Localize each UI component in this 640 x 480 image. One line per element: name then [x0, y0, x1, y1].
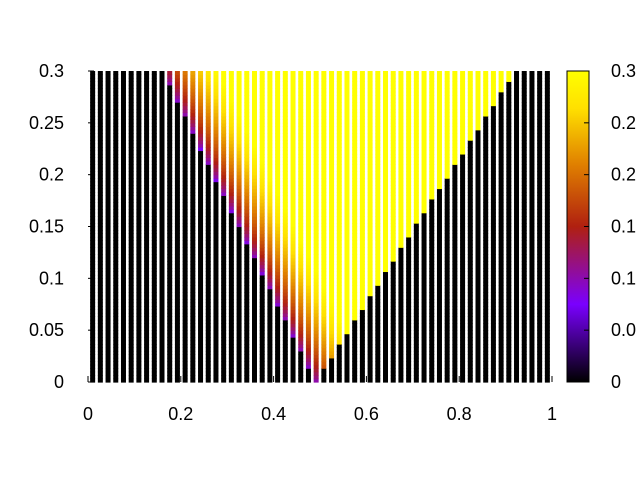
- heatmap-stripe: [490, 71, 496, 383]
- heatmap-stripe: [467, 71, 473, 383]
- heatmap-stripe: [452, 71, 458, 383]
- heatmap-stripe: [128, 71, 134, 383]
- heatmap-stripe: [313, 71, 319, 383]
- heatmap-stripe: [228, 71, 234, 383]
- x-tick-label: 0.6: [354, 404, 379, 424]
- y-tick-label: 0.3: [39, 61, 64, 81]
- heatmap-stripe: [244, 71, 250, 383]
- heatmap-stripe: [167, 71, 173, 383]
- heatmap-stripe: [521, 71, 527, 383]
- heatmap-stripe: [213, 71, 219, 383]
- x-tick-label: 0: [83, 404, 93, 424]
- heatmap-stripe: [329, 71, 335, 383]
- heatmap-stripe: [120, 71, 126, 383]
- x-tick-label: 0.2: [168, 404, 193, 424]
- colorbar: 0 0.0 0.1 0.1 0.2 0.2 0.3: [566, 61, 636, 392]
- heatmap-stripe: [105, 71, 111, 383]
- heatmap-stripe: [460, 71, 466, 383]
- heatmap-stripe: [413, 71, 419, 383]
- heatmap-stripe: [544, 71, 550, 383]
- heatmap-stripe: [113, 71, 119, 383]
- heatmap-stripe: [421, 71, 427, 383]
- heatmap-stripe: [529, 71, 535, 383]
- heatmap-stripe: [298, 71, 304, 383]
- heatmap-stripe: [336, 71, 342, 383]
- heatmap-stripe: [251, 71, 257, 383]
- heatmap-stripe: [375, 71, 381, 383]
- heatmap-stripe: [367, 71, 373, 383]
- heatmap-stripe: [174, 71, 180, 383]
- colorbar-tick-label: 0: [611, 372, 621, 392]
- heatmap-stripe: [475, 71, 481, 383]
- colorbar-tick-label: 0.2: [611, 113, 636, 133]
- colorbar-tick-label: 0.0: [611, 320, 636, 340]
- heatmap-stripe: [444, 71, 450, 383]
- x-tick-label: 0.4: [261, 404, 286, 424]
- heatmap-stripe: [90, 71, 96, 383]
- heatmap-stripe: [436, 71, 442, 383]
- colorbar-tick-label: 0.2: [611, 165, 636, 185]
- heatmap-stripe: [537, 71, 543, 383]
- x-tick-label: 0.8: [447, 404, 472, 424]
- heatmap-stripes: [90, 71, 550, 383]
- y-tick-label: 0.1: [39, 268, 64, 288]
- heatmap-stripe: [290, 71, 296, 383]
- heatmap-stripe: [305, 71, 311, 383]
- heatmap-stripe: [514, 71, 520, 383]
- heatmap-stripe: [205, 71, 211, 383]
- heatmap-stripe: [483, 71, 489, 383]
- heatmap-stripe: [352, 71, 358, 383]
- heatmap-stripe: [259, 71, 265, 383]
- heatmap-stripe: [236, 71, 242, 383]
- colorbar-tick-label: 0.1: [611, 217, 636, 237]
- heatmap-stripe: [344, 71, 350, 383]
- heatmap-stripe: [267, 71, 273, 383]
- heatmap-stripe: [282, 71, 288, 383]
- heatmap-stripe: [321, 71, 327, 383]
- heatmap-stripe: [159, 71, 165, 383]
- heatmap-stripe: [398, 71, 404, 383]
- heatmap-stripe: [136, 71, 142, 383]
- y-tick-label: 0.25: [29, 113, 64, 133]
- colorbar-tick-label: 0.3: [611, 61, 636, 81]
- colorbar-tick-label: 0.1: [611, 268, 636, 288]
- heatmap-stripe: [390, 71, 396, 383]
- y-tick-label: 0.15: [29, 217, 64, 237]
- heatmap-stripe: [275, 71, 281, 383]
- heatmap-stripe: [221, 71, 227, 383]
- heatmap-stripe: [190, 71, 196, 383]
- x-tick-label: 1: [547, 404, 557, 424]
- heatmap-stripe: [359, 71, 365, 383]
- y-tick-label: 0: [54, 372, 64, 392]
- y-tick-label: 0.05: [29, 320, 64, 340]
- heatmap-stripe: [498, 71, 504, 383]
- heatmap-stripe: [182, 71, 188, 383]
- heatmap-stripe: [151, 71, 157, 383]
- axes: 0 0.2 0.4 0.6 0.8 1 0 0.05 0.1 0.15 0.2 0.25 0.3: [29, 61, 557, 424]
- heatmap-stripe: [97, 71, 103, 383]
- heatmap-stripe: [144, 71, 150, 383]
- heatmap-stripe: [383, 71, 389, 383]
- heatmap-stripe: [429, 71, 435, 383]
- heatmap-stripe: [198, 71, 204, 383]
- heatmap-stripe: [506, 71, 512, 383]
- y-tick-label: 0.2: [39, 165, 64, 185]
- heatmap-stripe: [406, 71, 412, 383]
